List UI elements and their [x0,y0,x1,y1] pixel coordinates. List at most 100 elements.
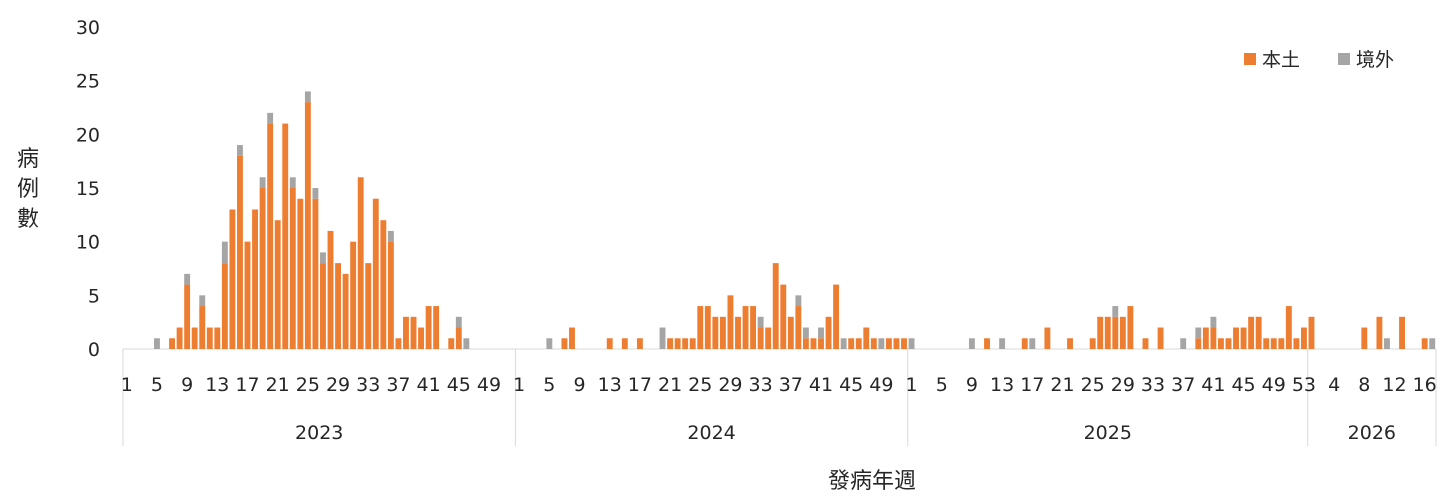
bar-local [297,198,304,349]
bar-local [697,306,704,349]
x-tick-label: 1 [906,374,918,396]
x-tick-label: 9 [966,374,978,396]
x-tick-label: 53 [1292,374,1316,396]
bar-local [1399,316,1405,349]
x-tick-label: 9 [181,374,193,396]
x-tick-label: 13 [990,374,1014,396]
x-tick-label: 37 [779,374,803,396]
y-tick-label: 10 [76,232,100,254]
x-tick-label: 41 [1201,374,1225,396]
bar-local [1044,327,1051,349]
bar-local [863,327,870,349]
x-tick-label: 17 [235,374,259,396]
y-axis-title-char: 例 [17,177,39,202]
bar-local [1097,316,1104,349]
x-tick-label: 4 [1328,374,1340,396]
bar-local [1142,338,1149,349]
bar-local [365,263,372,349]
bar-imported [320,252,326,264]
bar-imported [221,241,228,264]
x-tick-label: 17 [1020,374,1044,396]
x-tick-label: 16 [1413,374,1437,396]
x-tick-label: 33 [356,374,380,396]
bar-imported [659,327,666,349]
bar-local [176,327,183,349]
bar-local [682,338,689,349]
bar-local [357,177,364,349]
bar-local [350,241,357,349]
bar-local [765,327,772,349]
bar-local [1255,316,1262,349]
year-label: 2025 [1084,422,1132,444]
x-tick-label: 33 [749,374,773,396]
bar-local [802,338,809,349]
bar-local [282,123,289,349]
bar-local [425,306,432,349]
bar-local [848,338,855,349]
year-label: 2023 [295,422,343,444]
bar-local [667,338,674,349]
bar-local [169,338,175,349]
bar-imported [1195,327,1202,339]
x-tick-label: 25 [1081,374,1105,396]
legend-swatch [1338,53,1350,65]
bar-imported [199,295,206,307]
bar-local [221,263,228,349]
x-tick-label: 21 [658,374,682,396]
bar-imported [463,338,470,349]
x-tick-label: 5 [936,374,948,396]
x-tick-label: 37 [1171,374,1195,396]
y-tick-label: 5 [88,285,100,307]
bar-local [772,263,779,349]
x-tick-label: 41 [809,374,833,396]
bar-local [418,327,425,349]
y-tick-label: 15 [76,178,100,200]
y-tick-label: 20 [76,124,100,146]
bar-local [229,209,236,349]
bar-local [342,273,349,349]
bar-local [1195,338,1202,349]
bar-local [214,327,221,349]
x-tick-label: 9 [573,374,585,396]
bar-imported [795,295,802,307]
x-tick-label: 45 [839,374,863,396]
bar-local [1270,338,1277,349]
bar-local [735,316,741,349]
bar-local [1089,338,1096,349]
bar-local [380,220,387,349]
y-axis-title-char: 數 [17,207,39,232]
bar-local [1361,327,1368,349]
x-tick-label: 49 [477,374,501,396]
bar-local [901,338,907,349]
x-tick-label: 45 [447,374,471,396]
x-axis-title: 發病年週 [828,469,916,494]
x-tick-label: 29 [718,374,742,396]
bar-imported [999,338,1006,349]
bar-local [1263,338,1270,349]
bar-local [569,327,575,349]
bar-local [327,230,334,349]
legend-label: 本土 [1262,49,1300,71]
bar-local [237,155,243,349]
bar-imported [312,188,319,199]
bar-imported [1384,338,1390,349]
bar-local [1285,306,1292,349]
x-tick-label: 12 [1382,374,1406,396]
x-tick-label: 1 [513,374,525,396]
bar-imported [259,177,266,188]
bar-local [1293,338,1300,349]
bar-local [787,316,794,349]
bar-local [742,306,749,349]
x-tick-label: 45 [1231,374,1255,396]
bar-imported [802,327,809,339]
bar-local [1233,327,1239,349]
bar-local [244,241,251,349]
bar-local [757,327,764,349]
y-tick-label: 25 [76,71,100,93]
bar-local [403,316,409,349]
bar-local [199,306,206,349]
x-tick-label: 25 [296,374,320,396]
bar-local [184,284,191,349]
